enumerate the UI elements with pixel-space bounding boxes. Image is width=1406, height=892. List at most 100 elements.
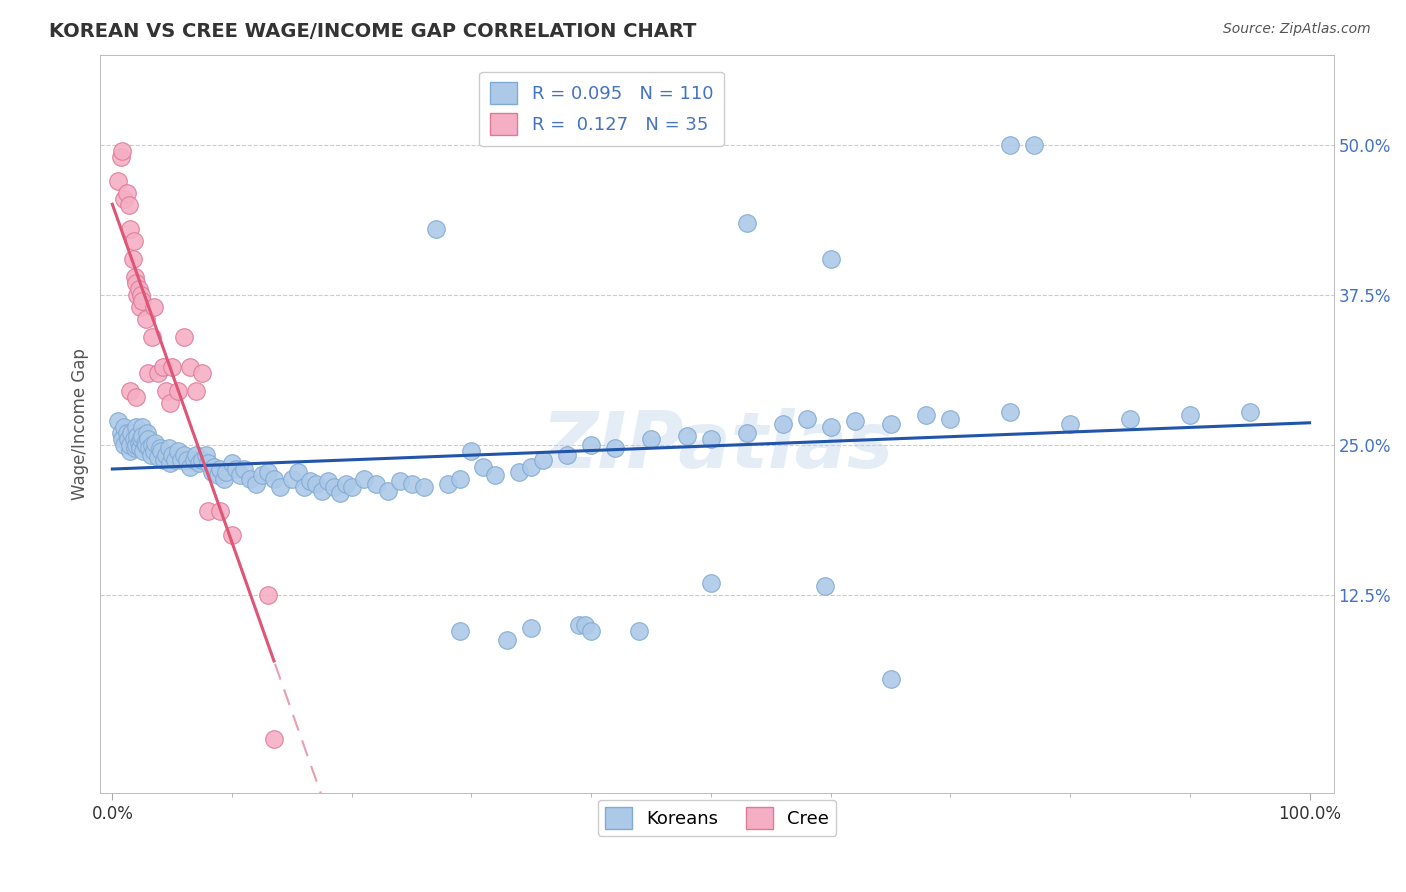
Point [120,444,142,458]
Point [110,426,132,441]
Point [167,444,190,458]
Point [107,174,129,188]
Point [269,480,291,494]
Point [508,465,530,479]
Point [134,435,156,450]
Point [135,312,157,326]
Point [124,441,146,455]
Point [605,441,627,455]
Point [329,486,352,500]
Point [125,390,148,404]
Point [484,468,506,483]
Point [160,448,183,462]
Point [225,462,247,476]
Point [496,632,519,647]
Point [844,414,866,428]
Point [135,438,157,452]
Point [772,417,794,431]
Point [111,144,134,158]
Point [146,450,169,465]
Point [449,472,471,486]
Point [233,462,256,476]
Point [127,428,149,442]
Point [257,588,280,602]
Point [122,234,145,248]
Point [131,428,153,442]
Point [239,472,262,486]
Point [531,452,554,467]
Point [212,472,235,486]
Point [129,288,152,302]
Point [112,192,135,206]
Point [207,468,229,483]
Point [115,186,138,201]
Point [364,476,387,491]
Point [245,476,267,491]
Point [125,420,148,434]
Point [520,459,543,474]
Point [335,476,357,491]
Point [1119,412,1142,426]
Point [191,366,214,380]
Point [221,456,243,470]
Legend: Koreans, Cree: Koreans, Cree [598,799,837,836]
Point [136,366,159,380]
Point [127,288,149,302]
Point [579,624,602,639]
Point [153,452,176,467]
Point [814,579,837,593]
Point [1024,138,1046,153]
Point [568,618,591,632]
Y-axis label: Wage/Income Gap: Wage/Income Gap [72,348,89,500]
Point [820,252,842,267]
Point [194,448,217,462]
Point [160,360,183,375]
Text: ZIPatlas: ZIPatlas [541,409,893,484]
Point [735,426,758,441]
Point [143,444,166,458]
Point [120,222,142,236]
Point [191,452,214,467]
Point [197,456,219,470]
Point [250,468,273,483]
Point [305,476,328,491]
Point [155,384,177,399]
Point [163,452,186,467]
Point [112,420,135,434]
Point [125,276,148,290]
Point [183,452,205,467]
Point [388,475,411,489]
Point [412,480,434,494]
Point [132,444,155,458]
Point [179,360,201,375]
Point [879,673,901,687]
Point [311,483,333,498]
Point [152,360,174,375]
Point [401,476,423,491]
Point [136,426,159,441]
Point [149,441,172,455]
Point [167,384,190,399]
Point [263,472,285,486]
Text: Source: ZipAtlas.com: Source: ZipAtlas.com [1223,22,1371,37]
Point [128,300,150,314]
Point [120,438,142,452]
Point [184,448,207,462]
Point [184,384,207,399]
Point [449,624,471,639]
Point [229,468,252,483]
Point [125,438,148,452]
Point [121,252,143,267]
Point [555,448,578,462]
Point [1239,404,1261,418]
Point [122,432,145,446]
Point [820,420,842,434]
Point [340,480,363,494]
Point [292,480,315,494]
Point [574,618,596,632]
Point [111,432,134,446]
Text: KOREAN VS CREE WAGE/INCOME GAP CORRELATION CHART: KOREAN VS CREE WAGE/INCOME GAP CORRELATI… [49,22,696,41]
Point [201,465,224,479]
Point [169,452,191,467]
Point [579,438,602,452]
